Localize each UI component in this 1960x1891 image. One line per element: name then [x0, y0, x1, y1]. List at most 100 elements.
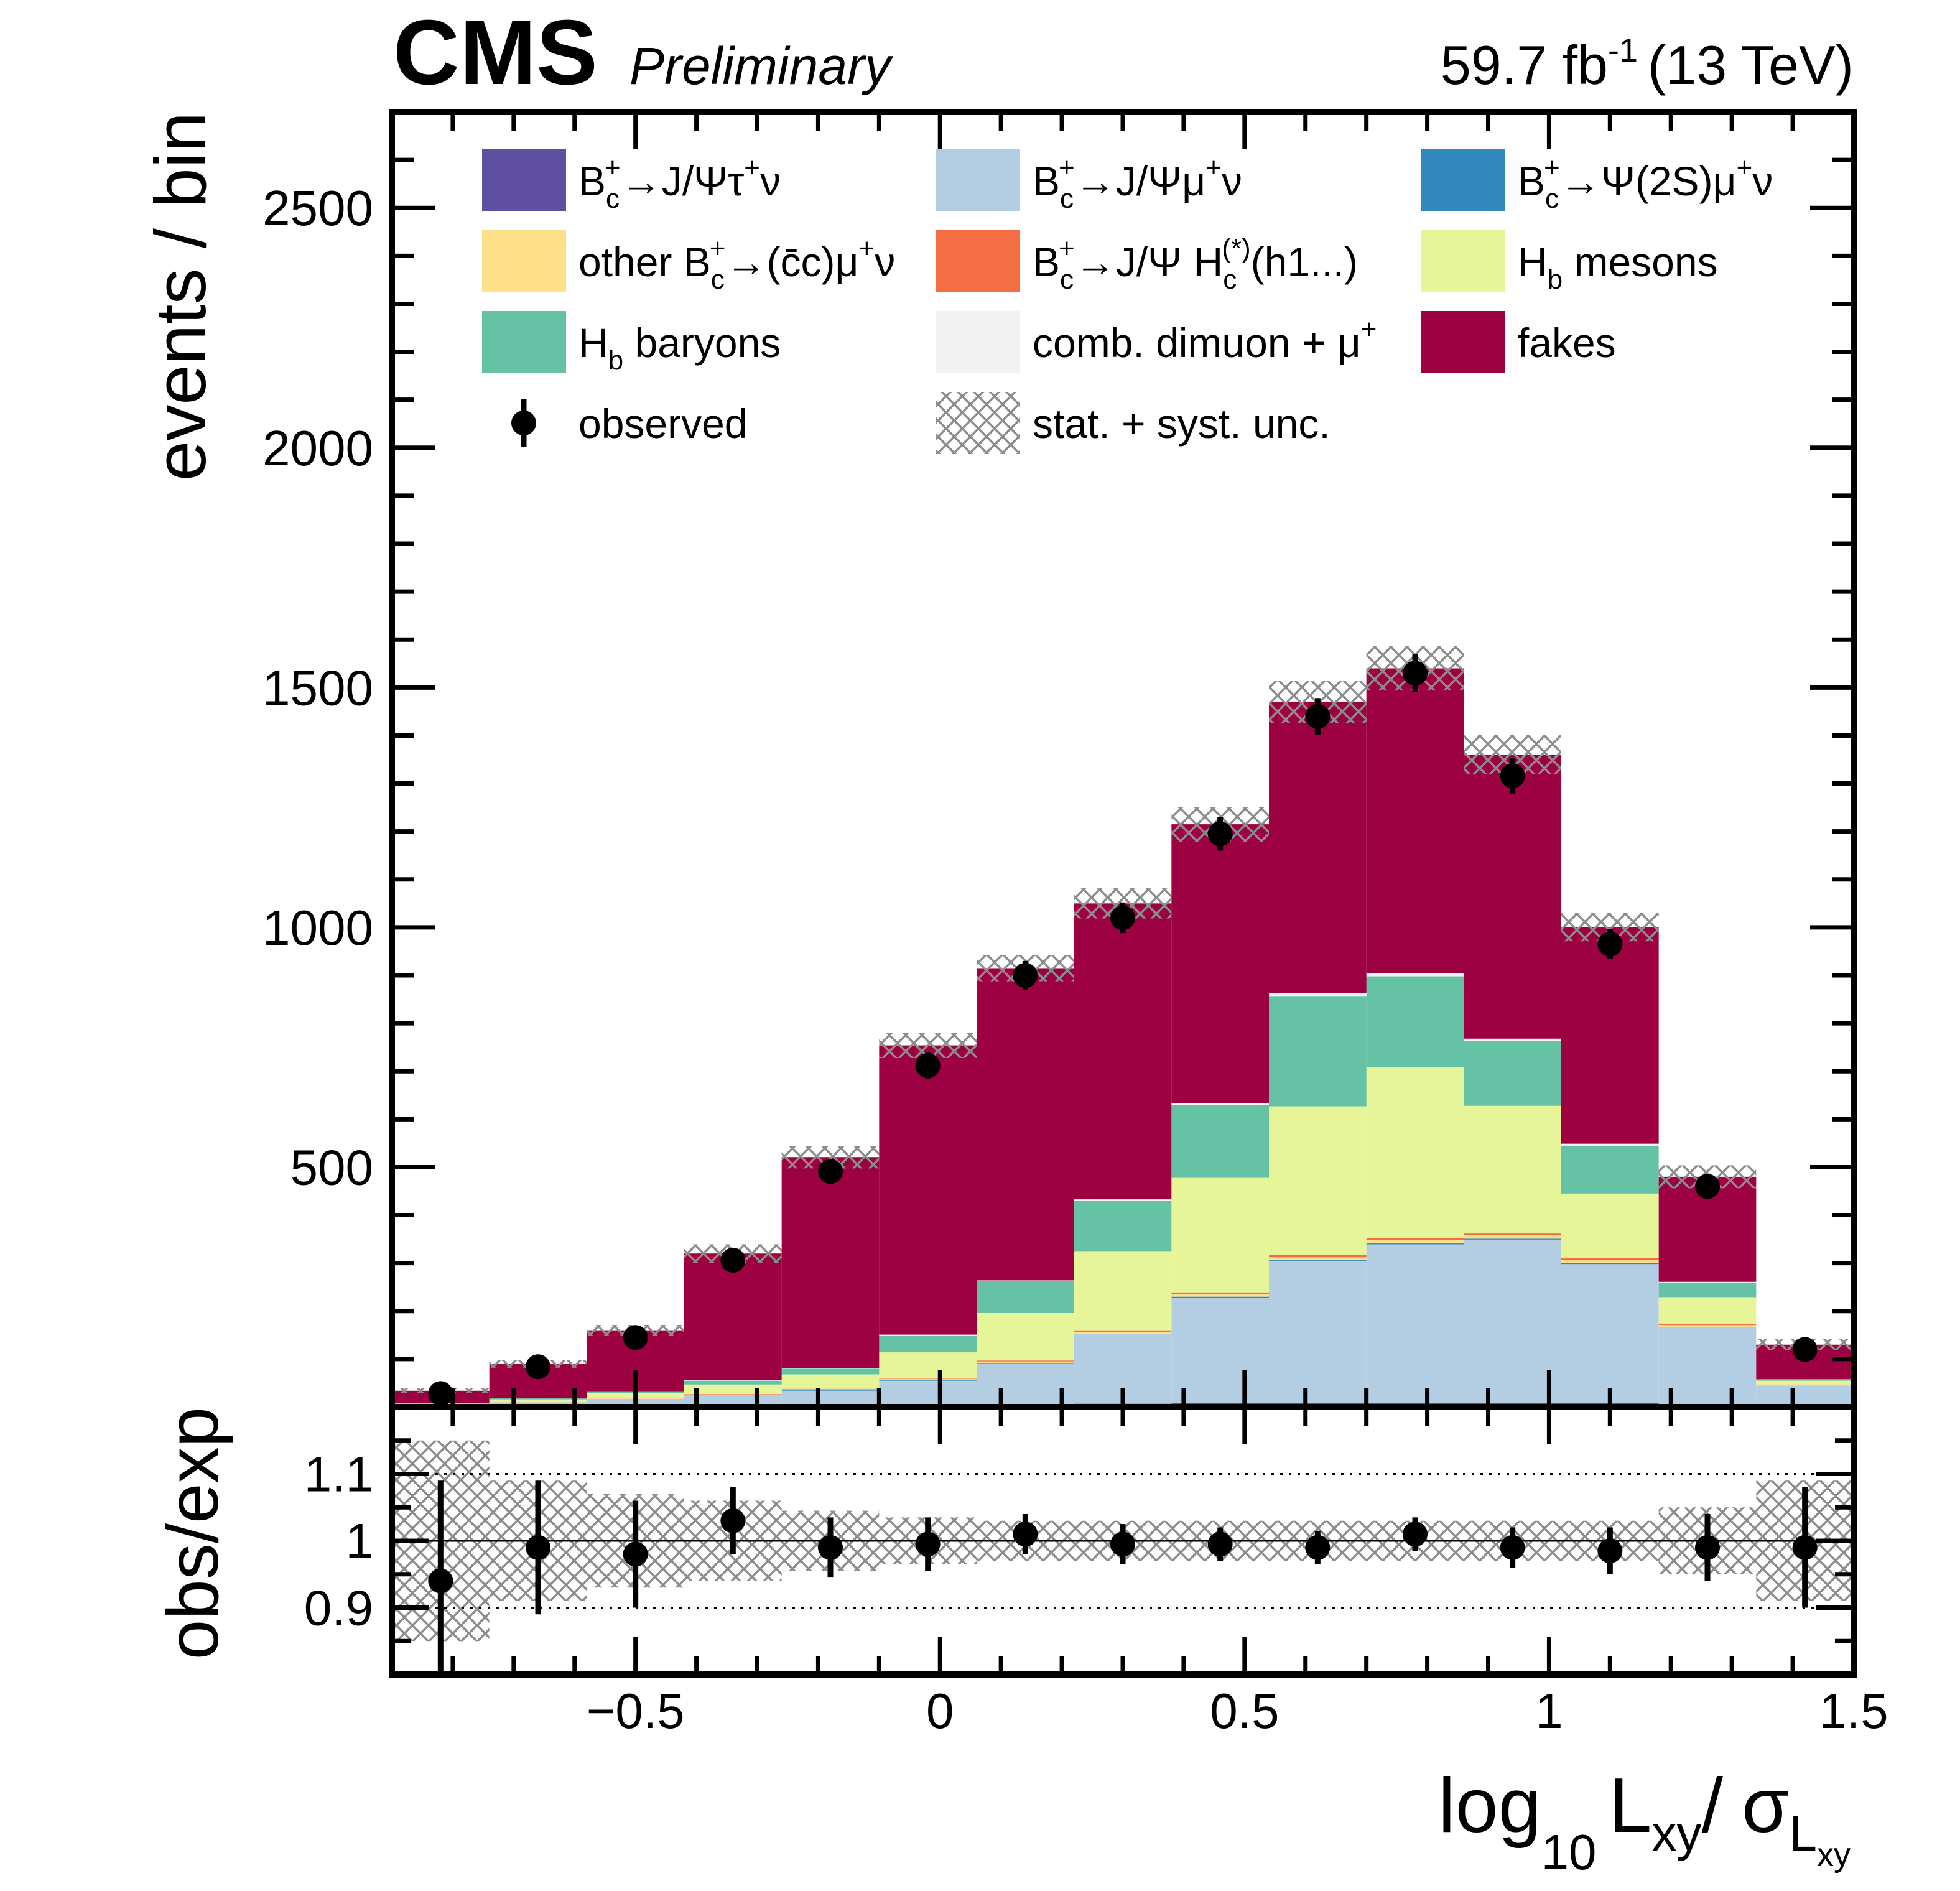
observed-point-13 — [1695, 1174, 1720, 1199]
bar-bc_jpsi_mu-4 — [781, 1390, 880, 1405]
bar-comb_dimuon-9 — [1269, 993, 1367, 997]
legend-label-part: c — [606, 184, 620, 214]
bar-hb_mesons-10 — [1366, 1067, 1464, 1238]
legend-label: Bc+→J/Ψμ+ν — [1033, 152, 1242, 214]
bar-hb_baryons-6 — [977, 1281, 1074, 1313]
bar-comb_dimuon-7 — [1074, 1199, 1172, 1201]
x-axis-title-var: L — [1609, 1763, 1652, 1849]
legend-label-part: B — [1518, 158, 1545, 204]
ratio-point-3 — [720, 1508, 746, 1533]
legend-label-part: B — [1033, 158, 1060, 204]
bar-bc_psi2s_mu-10 — [1366, 1243, 1464, 1245]
bar-other_bc-8 — [1171, 1294, 1269, 1297]
bar-bc_jpsi_hc-10 — [1366, 1237, 1464, 1240]
x-axis-title-sigma-sub: L — [1790, 1806, 1818, 1861]
bar-bc_psi2s_mu-6 — [977, 1363, 1074, 1364]
legend-marker — [511, 411, 536, 435]
x-axis-title: log10Lxy/σLxy — [1438, 1763, 1851, 1880]
legend-label-part: + — [710, 233, 726, 264]
ratio-point-2 — [623, 1541, 648, 1567]
bar-comb_dimuon-5 — [879, 1334, 977, 1336]
bar-hb_mesons-6 — [977, 1313, 1074, 1361]
ratio-point-8 — [1207, 1531, 1233, 1557]
legend-label-part: + — [1059, 233, 1075, 264]
legend-label-part: + — [1205, 152, 1222, 183]
observed-point-7 — [1110, 905, 1135, 931]
observed-point-6 — [1013, 963, 1038, 988]
luminosity-value: 59.7 fb — [1441, 34, 1608, 96]
bar-hb_mesons-4 — [781, 1374, 880, 1389]
ratio-point-0 — [428, 1568, 453, 1594]
legend-label: other Bc+→(c̄c)μ+ν — [578, 233, 895, 295]
bar-fakes-11 — [1464, 755, 1561, 1039]
ratio-y-tick-label: 1 — [346, 1513, 374, 1569]
legend-entry-bc_psi2s_mu: Bc+→Ψ(2S)μ+ν — [1421, 149, 1773, 214]
bar-bc_jpsi_mu-6 — [977, 1363, 1074, 1405]
y-tick-label: 1500 — [262, 660, 373, 715]
bar-hb_mesons-9 — [1269, 1106, 1367, 1255]
legend-swatch — [482, 149, 566, 211]
ratio-point-4 — [818, 1535, 843, 1560]
legend-label-part: →J/Ψ H — [1075, 239, 1223, 285]
legend-entry-hb_baryons: Hb baryons — [482, 311, 781, 376]
bar-fakes-7 — [1074, 903, 1172, 1200]
legend-label-part: + — [744, 152, 760, 183]
bar-hb_baryons-7 — [1074, 1201, 1172, 1252]
legend-swatch — [936, 230, 1020, 292]
legend-label-part: (h1...) — [1251, 239, 1358, 285]
bar-other_bc-12 — [1561, 1260, 1659, 1263]
bar-bc_jpsi_hc-9 — [1269, 1255, 1367, 1258]
bar-hb_mesons-12 — [1561, 1193, 1659, 1258]
bar-hb_baryons-12 — [1561, 1145, 1659, 1194]
observed-point-11 — [1500, 763, 1525, 789]
x-tick-label: −0.5 — [587, 1683, 685, 1739]
bar-other_bc-7 — [1074, 1331, 1172, 1334]
legend-label-part: c — [711, 264, 725, 295]
bar-fakes-3 — [684, 1253, 782, 1380]
observed-point-3 — [720, 1248, 746, 1273]
bar-bc_jpsi_mu-10 — [1366, 1244, 1464, 1403]
bar-fakes-5 — [879, 1045, 977, 1335]
bar-bc_jpsi_hc-6 — [977, 1360, 1074, 1362]
legend-swatch — [936, 392, 1020, 454]
bar-other_bc-6 — [977, 1361, 1074, 1364]
bar-other_bc-4 — [781, 1389, 880, 1391]
observed-point-0 — [428, 1381, 453, 1406]
legend-label-part: c — [1060, 184, 1074, 214]
legend-label: Hb baryons — [578, 320, 781, 376]
legend-label: Bc+→J/Ψτ+ν — [578, 152, 781, 214]
bar-other_bc-13 — [1658, 1325, 1757, 1327]
bar-bc_psi2s_mu-5 — [879, 1380, 977, 1381]
legend-label: fakes — [1518, 320, 1616, 366]
legend-label-part: ν — [760, 158, 781, 204]
bar-hb_baryons-5 — [879, 1336, 977, 1353]
bar-bc_psi2s_mu-4 — [781, 1390, 880, 1391]
y-tick-label: 2000 — [262, 420, 373, 476]
ratio-axes: 0.9 1 1.1 −0.5 0 0.5 1 1.5 — [304, 1407, 1888, 1739]
legend-label-part: fakes — [1518, 320, 1616, 366]
bar-hb_mesons-13 — [1658, 1297, 1757, 1324]
bar-bc_jpsi_hc-11 — [1464, 1233, 1561, 1235]
luminosity-exponent: -1 — [1608, 32, 1638, 69]
ratio-point-5 — [915, 1531, 941, 1557]
observed-point-5 — [915, 1052, 941, 1078]
bar-other_bc-11 — [1464, 1235, 1561, 1239]
legend-label: stat. + syst. unc. — [1033, 401, 1331, 447]
legend-entry-observed: observed — [511, 399, 748, 447]
x-axis-title-var-sub: xy — [1652, 1806, 1702, 1861]
legend-entry-unc: stat. + syst. unc. — [936, 392, 1331, 454]
x-tick-label: 1.5 — [1819, 1683, 1888, 1739]
x-axis-title-base-sub: 10 — [1541, 1824, 1597, 1880]
legend-label-part: mesons — [1563, 239, 1717, 285]
bar-fakes-10 — [1366, 668, 1464, 973]
bar-hb_baryons-10 — [1366, 976, 1464, 1068]
bar-hb_baryons-1 — [489, 1398, 587, 1400]
observed-point-4 — [818, 1159, 843, 1184]
ratio-points — [428, 1480, 1818, 1675]
legend-entry-bc_jpsi_hc: Bc+→J/Ψ Hc(*)(h1...) — [936, 230, 1358, 295]
legend-label-part: c — [1060, 264, 1074, 295]
legend-swatch — [936, 311, 1020, 373]
x-axis-title-sigma: σ — [1742, 1763, 1790, 1849]
